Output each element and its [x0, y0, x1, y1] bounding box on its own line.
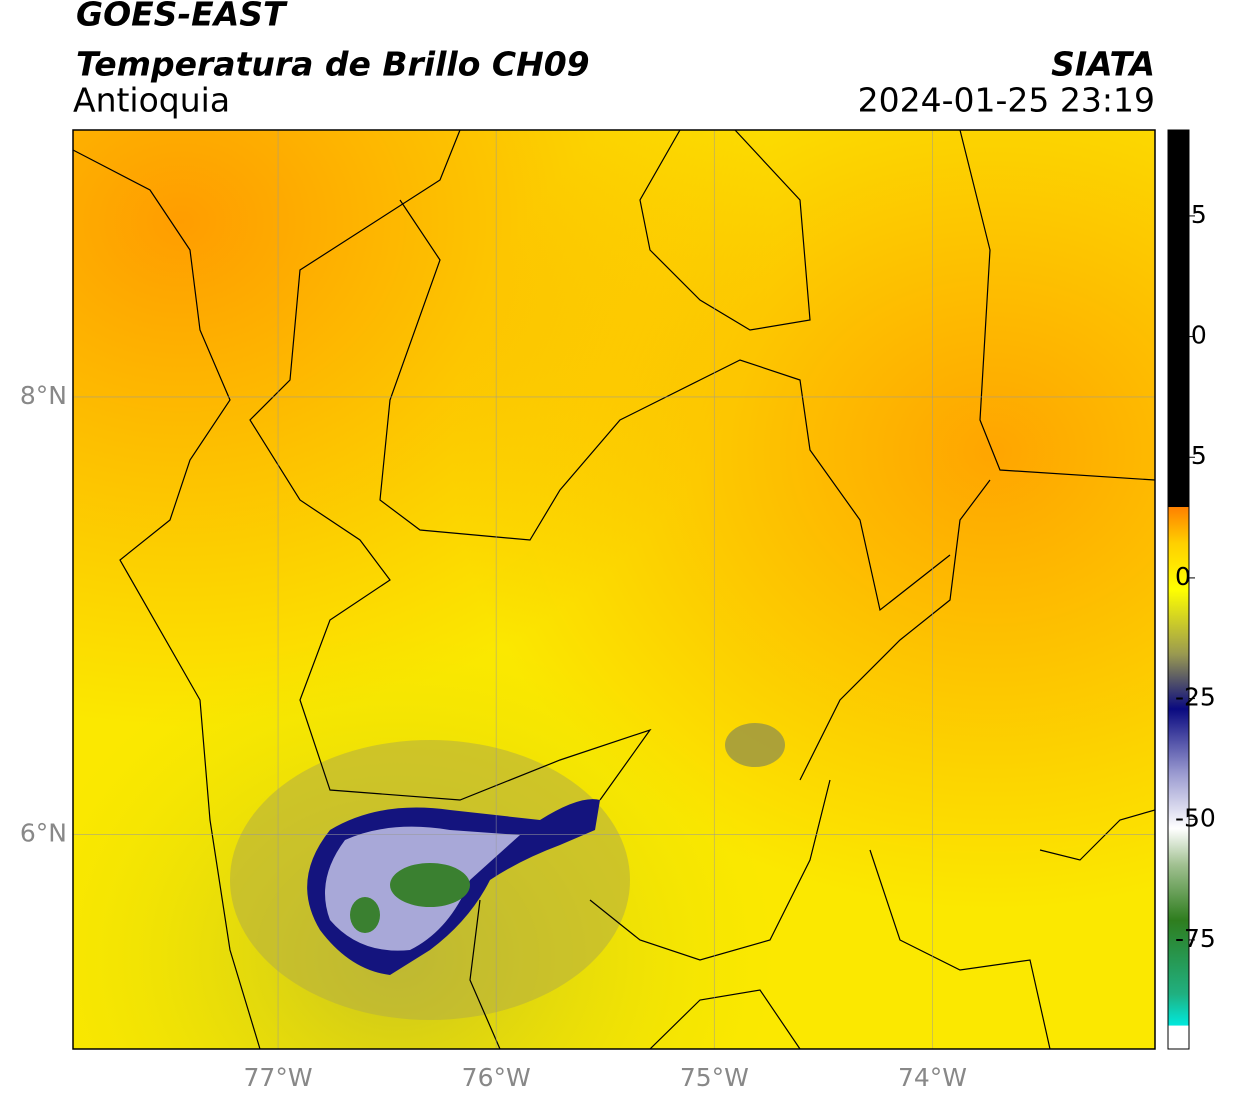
- colorbar-tick-label: 75: [1175, 200, 1207, 229]
- cloud-top: [350, 897, 380, 933]
- product-title: Temperatura de Brillo CH09: [76, 45, 590, 84]
- x-tick-label: 76°W: [462, 1063, 531, 1092]
- map-field: [73, 130, 1155, 1049]
- map-frame: [72, 129, 1156, 1050]
- datetime-title: 2024-01-25 23:19: [858, 81, 1155, 120]
- colorbar-tick-label: -25: [1175, 683, 1216, 712]
- x-tick-label: 75°W: [680, 1063, 749, 1092]
- y-tick-label: 6°N: [20, 819, 67, 848]
- colorbar-tick-label: -50: [1175, 803, 1216, 832]
- colorbar-tick-label: 0: [1175, 562, 1191, 591]
- borders: [73, 130, 1155, 1049]
- y-tick-label: 8°N: [20, 381, 67, 410]
- colorbar-tick-label: -75: [1175, 924, 1216, 953]
- graticule: [73, 130, 1155, 1049]
- region-title: Antioquia: [73, 81, 230, 120]
- cloud-cell: [725, 723, 785, 767]
- cloud-top: [390, 863, 470, 907]
- x-tick-label: 77°W: [244, 1063, 313, 1092]
- satellite-title: GOES-EAST: [76, 0, 288, 34]
- colorbar-tick-label: 25: [1175, 441, 1207, 470]
- colorbar-tick-label: 50: [1175, 321, 1207, 350]
- source-title: SIATA: [1051, 45, 1155, 84]
- x-tick-label: 74°W: [898, 1063, 967, 1092]
- colorbar: [1167, 129, 1190, 1050]
